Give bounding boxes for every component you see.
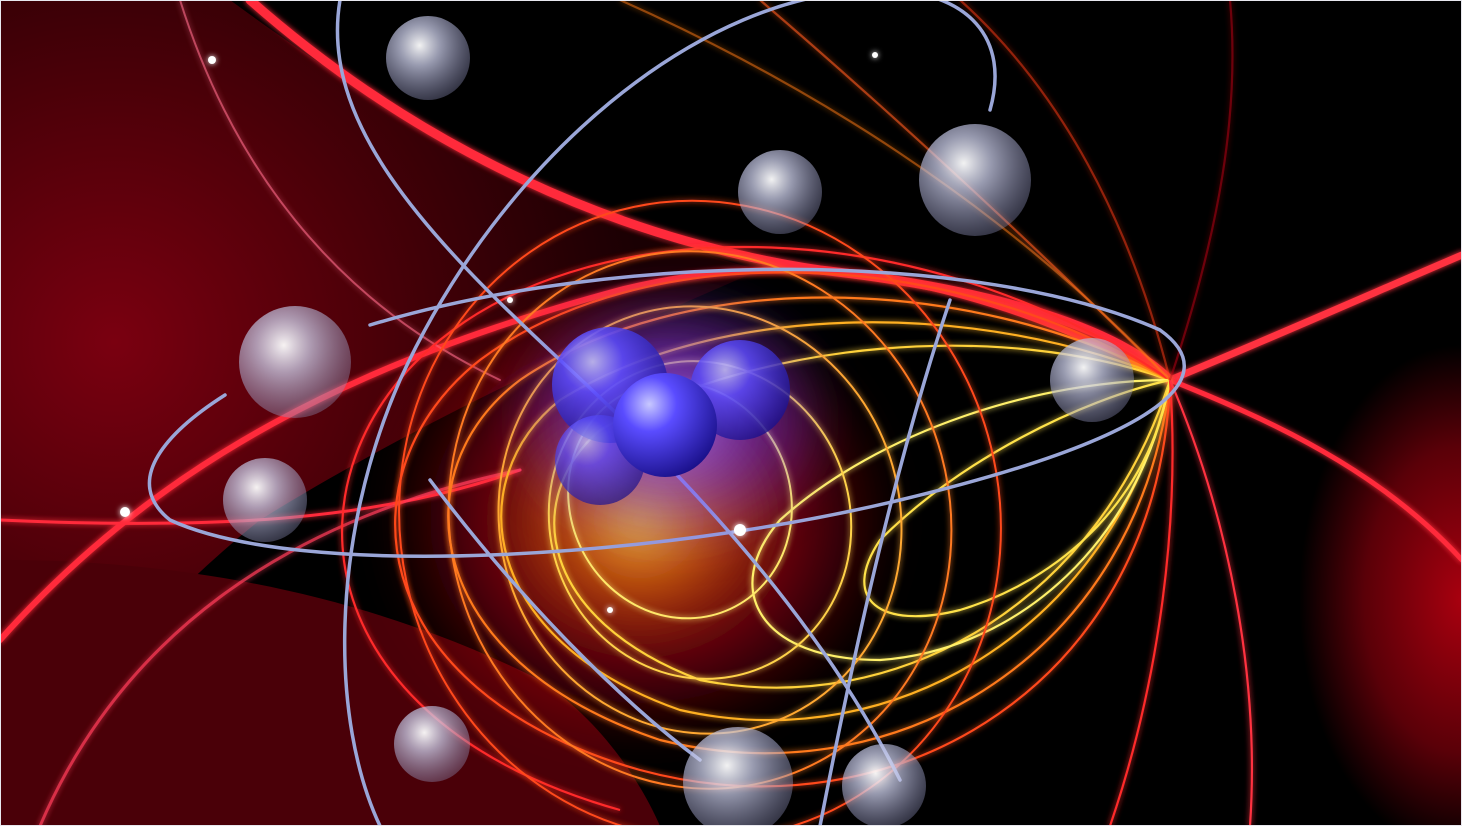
electron — [394, 706, 470, 782]
nucleus — [500, 280, 840, 560]
electron — [1050, 338, 1134, 422]
electron — [239, 306, 351, 418]
background-red-left-region — [0, 0, 760, 760]
orbit-vertical — [818, 298, 952, 826]
nucleus-sphere — [613, 373, 717, 477]
electron — [842, 744, 926, 826]
orbit-horizontal — [147, 267, 1186, 558]
orbit-lower — [428, 478, 702, 762]
electrons — [223, 16, 1134, 826]
field-lines — [341, 0, 1253, 826]
sparkles — [120, 52, 878, 613]
background-red-right-region — [1100, 260, 1462, 826]
electron — [683, 727, 793, 826]
electron — [386, 16, 470, 100]
electron — [738, 150, 822, 234]
electron — [223, 458, 307, 542]
electron — [919, 124, 1031, 236]
orbit-diagonal-up — [342, 0, 997, 826]
